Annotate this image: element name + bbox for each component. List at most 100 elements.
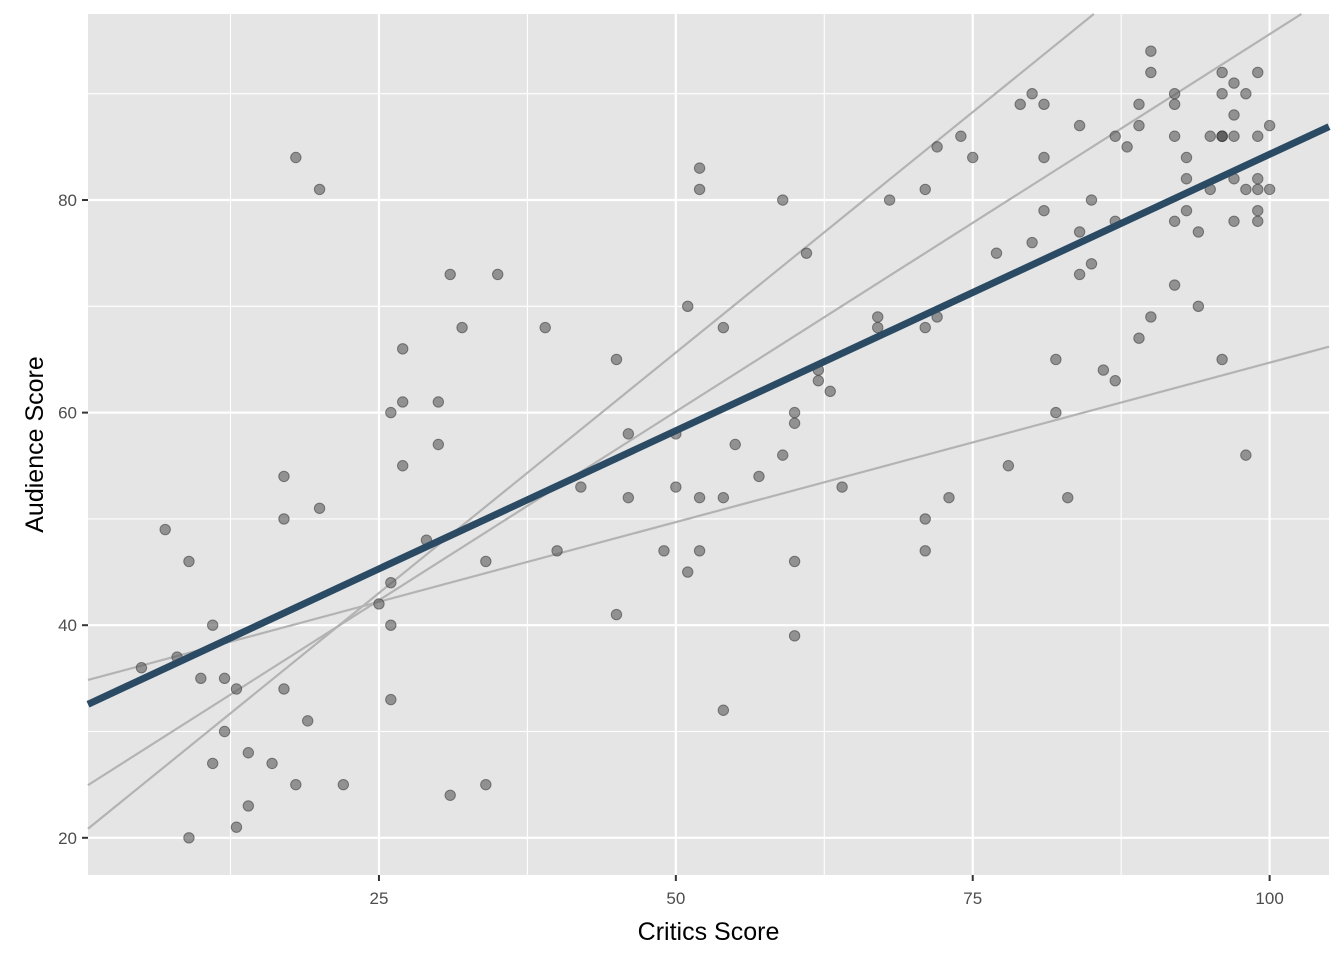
data-point [1109,130,1121,142]
data-point [1216,66,1228,79]
data-point [1050,406,1062,419]
data-point [1026,88,1038,100]
data-point [717,704,730,716]
data-point [290,151,302,164]
data-point [693,545,706,557]
data-point [183,555,195,568]
data-point [943,491,955,504]
y-axis-title: Audience Score [21,356,49,533]
data-point [990,247,1003,259]
data-point [919,545,931,557]
data-point [717,491,730,504]
data-point [693,491,706,504]
y-tick-label: 20 [58,829,77,848]
data-point [1050,353,1062,366]
data-point [955,130,967,142]
data-point [1145,45,1157,57]
data-point [1038,151,1050,164]
data-point [883,194,896,206]
data-point [397,460,409,472]
data-point [622,491,635,504]
data-point [206,757,219,770]
fit-line-group [86,123,1331,708]
x-axis-title: Critics Score [638,918,780,946]
data-point [693,183,706,196]
data-point [788,555,801,568]
data-point [480,778,492,791]
data-point [682,300,694,313]
y-axis-ticks: 20 40 60 80 [58,191,88,848]
data-point [682,566,694,578]
data-point [278,513,290,525]
x-tick-label: 25 [369,889,388,908]
data-point [432,438,445,451]
data-point [159,523,171,536]
data-point [1216,353,1228,366]
data-point [931,141,943,153]
data-point [1085,194,1098,206]
data-point [1252,204,1264,217]
data-point [1109,375,1121,387]
data-point [1073,268,1086,281]
data-point [373,598,385,610]
data-point [385,576,397,589]
bootstrap-line [87,13,1095,830]
data-point [218,672,231,685]
data-point [278,470,290,483]
data-point [195,672,207,685]
data-point [1216,88,1228,100]
data-point [1180,204,1193,217]
data-point [1026,236,1038,249]
data-points [135,45,1276,844]
bootstrap-lines [87,13,1330,830]
data-point [480,555,492,568]
fit-line [86,123,1331,708]
data-point [777,449,789,461]
data-point [800,247,813,259]
data-point [1133,332,1145,344]
data-point [1263,183,1276,196]
data-point [1252,183,1264,196]
data-point [1228,215,1240,227]
data-point [1038,98,1050,111]
data-point [670,481,682,493]
data-point [278,683,290,695]
data-point [206,619,219,631]
data-point [444,789,456,801]
bootstrap-line [87,345,1330,682]
data-point [777,194,789,206]
data-point [729,438,741,451]
data-point [1240,449,1252,461]
data-point [385,406,397,419]
data-point [1038,204,1050,217]
data-point [919,183,931,196]
data-point [1002,460,1015,472]
data-point [551,545,563,557]
data-point [385,693,397,706]
data-point [836,481,848,493]
x-tick-label: 75 [963,889,982,908]
data-point [919,513,931,525]
data-point [717,321,730,334]
data-point [1204,130,1216,142]
data-point [658,545,670,557]
data-point [492,268,504,281]
data-point [1192,300,1205,313]
data-point [397,343,409,355]
data-point [788,630,801,642]
minor-gridlines [88,14,1329,875]
data-point [290,778,302,791]
data-point [919,321,931,334]
data-point [313,183,326,196]
data-point [622,428,635,440]
data-point [313,502,326,514]
data-point [1145,66,1157,79]
data-point [1168,215,1181,227]
data-point [1252,66,1264,79]
data-point [1180,173,1193,185]
data-point [1073,119,1086,132]
data-point [1097,364,1110,376]
data-point [135,662,148,674]
data-point [539,321,551,334]
data-point [266,757,278,770]
